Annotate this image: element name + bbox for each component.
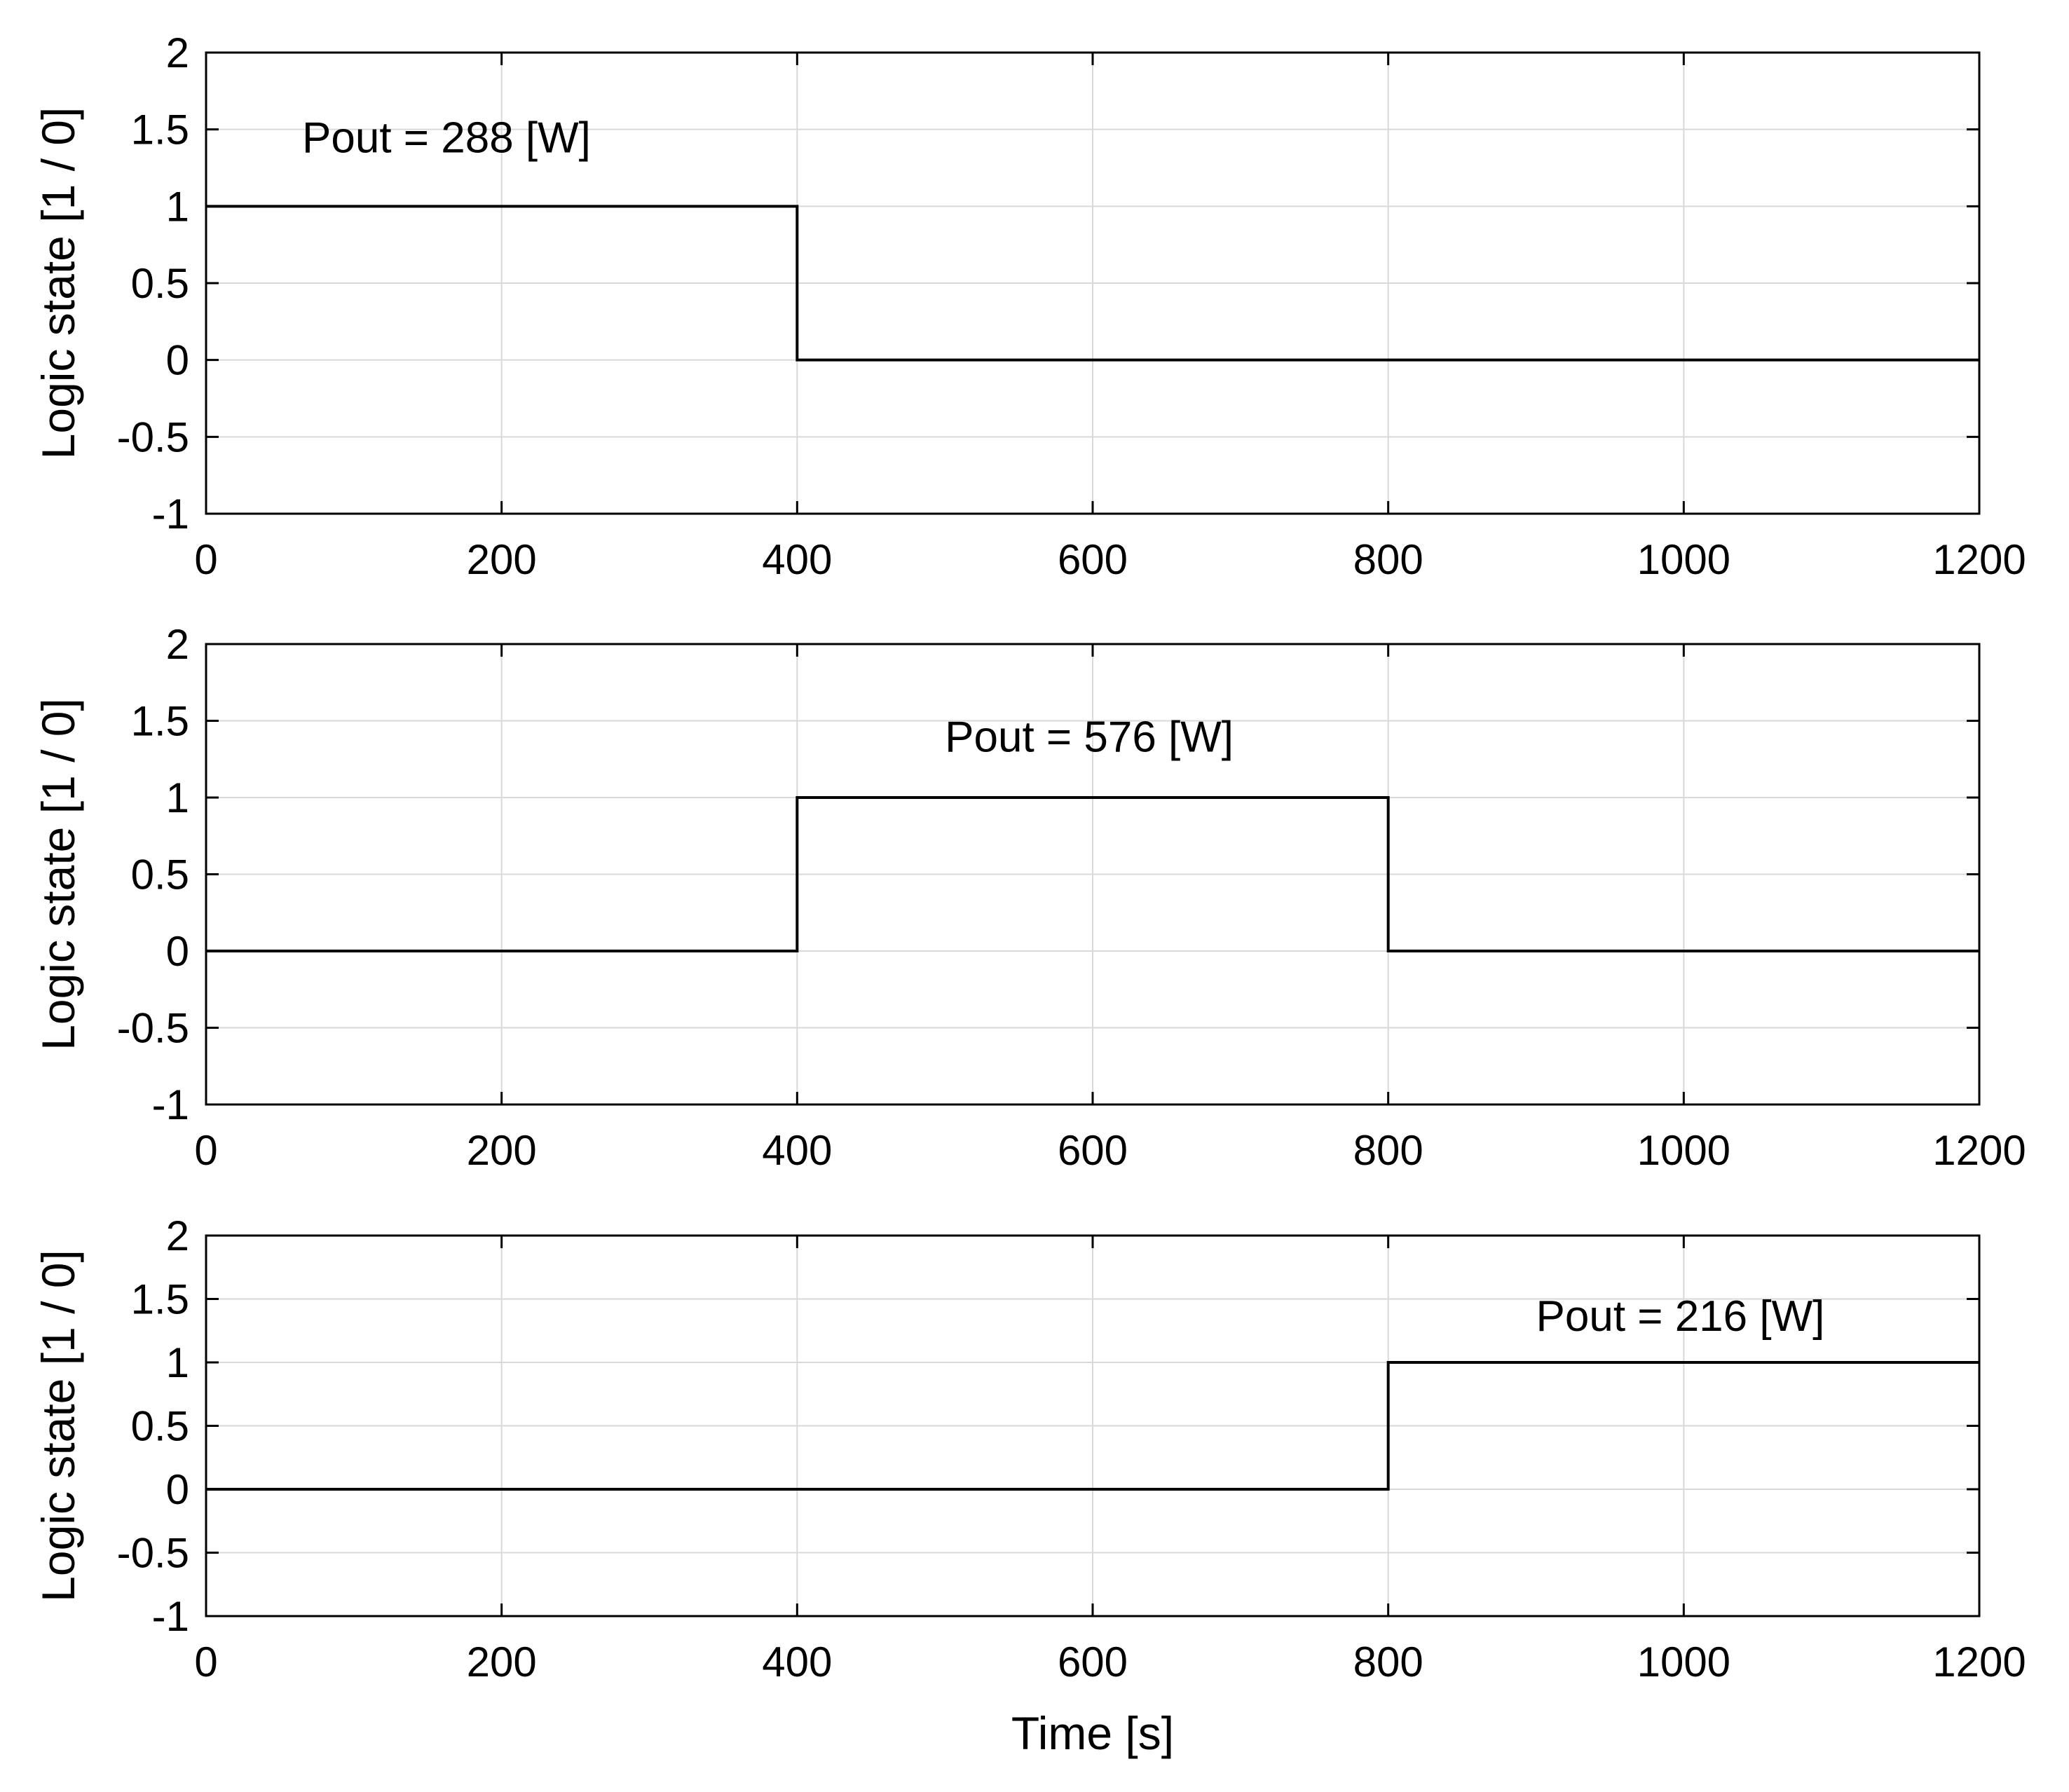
x-tick-label: 600 bbox=[1058, 536, 1128, 583]
y-tick-label: 0.5 bbox=[131, 1403, 189, 1450]
series-line bbox=[206, 205, 1979, 362]
y-tick-label: 0 bbox=[166, 337, 189, 384]
y-tick-label: 2 bbox=[166, 621, 189, 668]
axes-box bbox=[205, 51, 1981, 515]
y-tick-label: 1.5 bbox=[131, 698, 189, 745]
y-axis-title: Logic state [1 / 0] bbox=[32, 698, 84, 1051]
axes-box bbox=[205, 643, 1981, 1106]
y-tick-label: -0.5 bbox=[117, 413, 189, 460]
x-tick-label: 800 bbox=[1353, 1127, 1423, 1174]
x-tick-label: 1000 bbox=[1637, 536, 1730, 583]
x-tick-label: 600 bbox=[1058, 1639, 1128, 1685]
annotation-label: Pout = 216 [W] bbox=[1536, 1292, 1825, 1341]
subplot-1: 0 200 400 600 800 1000 1200 -1 -0.5 0 0.5 1 1.5 2 Logi… bbox=[32, 29, 2026, 583]
x-tick-label: 1000 bbox=[1637, 1639, 1730, 1685]
x-axis-title: Time [s] bbox=[1011, 1707, 1174, 1759]
x-tick-label: 400 bbox=[762, 1127, 832, 1174]
y-tick-label: 0 bbox=[166, 1466, 189, 1513]
x-tick-label: 0 bbox=[194, 1127, 217, 1174]
x-tick-label: 200 bbox=[467, 536, 537, 583]
y-axis-title: Logic state [1 / 0] bbox=[32, 1250, 84, 1602]
series-line bbox=[206, 796, 1979, 952]
x-tick-label: 1200 bbox=[1932, 536, 2026, 583]
y-tick-label: 1.5 bbox=[131, 107, 189, 153]
y-tick-label: -0.5 bbox=[117, 1530, 189, 1577]
y-tick-label: 1 bbox=[166, 183, 189, 230]
series-line bbox=[206, 1361, 1979, 1491]
y-tick-label: 1.5 bbox=[131, 1276, 189, 1323]
y-axis-title: Logic state [1 / 0] bbox=[32, 107, 84, 460]
annotation-label: Pout = 288 [W] bbox=[302, 114, 591, 163]
y-tick-label: -1 bbox=[152, 1593, 189, 1640]
x-tick-label: 600 bbox=[1058, 1127, 1128, 1174]
x-tick-label: 0 bbox=[194, 1639, 217, 1685]
y-tick-label: 1 bbox=[166, 1339, 189, 1386]
x-tick-label: 1200 bbox=[1932, 1639, 2026, 1685]
x-tick-label: 0 bbox=[194, 536, 217, 583]
subplot-2: 0 200 400 600 800 1000 1200 -1 -0.5 0 0.5 1 1.5 2 Logi… bbox=[32, 621, 2026, 1174]
y-tick-label: 1 bbox=[166, 774, 189, 821]
x-tick-label: 800 bbox=[1353, 1639, 1423, 1685]
x-tick-label: 1200 bbox=[1932, 1127, 2026, 1174]
y-tick-label: 2 bbox=[166, 29, 189, 76]
y-tick-label: 0.5 bbox=[131, 851, 189, 898]
y-tick-label: -1 bbox=[152, 491, 189, 538]
y-tick-label: 0.5 bbox=[131, 260, 189, 307]
x-tick-label: 200 bbox=[467, 1639, 537, 1685]
y-tick-label: -1 bbox=[152, 1081, 189, 1128]
subplot-3: 0 200 400 600 800 1000 1200 -1 -0.5 0 0.5 1 1.5 2 Logi… bbox=[32, 1212, 2026, 1759]
y-tick-label: 0 bbox=[166, 928, 189, 975]
annotation-label: Pout = 576 [W] bbox=[945, 713, 1234, 761]
x-tick-label: 400 bbox=[762, 536, 832, 583]
y-tick-label: 2 bbox=[166, 1212, 189, 1259]
x-tick-label: 1000 bbox=[1637, 1127, 1730, 1174]
y-tick-label: -0.5 bbox=[117, 1005, 189, 1052]
x-tick-label: 800 bbox=[1353, 536, 1423, 583]
x-tick-label: 400 bbox=[762, 1639, 832, 1685]
x-tick-label: 200 bbox=[467, 1127, 537, 1174]
axes-box bbox=[205, 1234, 1981, 1617]
